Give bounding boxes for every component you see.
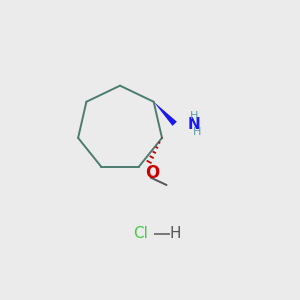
Text: N: N <box>188 117 200 132</box>
Text: H: H <box>193 127 201 137</box>
Text: Cl: Cl <box>134 226 148 241</box>
Text: H: H <box>190 111 198 121</box>
Text: H: H <box>169 226 181 241</box>
Text: O: O <box>145 164 159 182</box>
Polygon shape <box>154 102 177 126</box>
